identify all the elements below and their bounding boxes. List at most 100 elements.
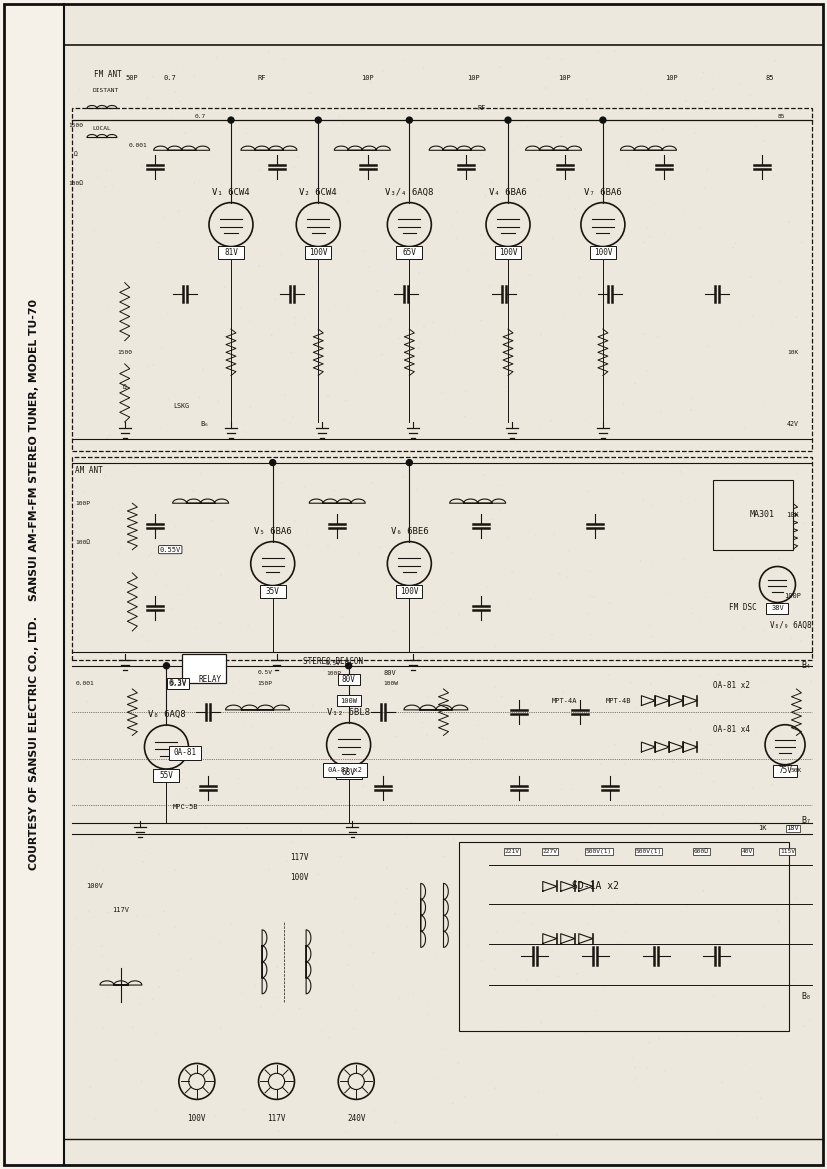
Circle shape (455, 330, 457, 332)
Circle shape (289, 423, 291, 424)
Circle shape (750, 537, 752, 539)
Circle shape (167, 312, 169, 313)
Circle shape (646, 1067, 648, 1070)
Circle shape (727, 548, 729, 551)
Circle shape (160, 776, 161, 777)
Circle shape (683, 461, 685, 462)
Circle shape (194, 628, 196, 629)
Circle shape (184, 132, 186, 134)
Circle shape (355, 898, 356, 899)
Circle shape (603, 985, 605, 987)
Circle shape (700, 773, 702, 774)
Circle shape (663, 1071, 665, 1072)
Circle shape (213, 1075, 215, 1077)
Circle shape (457, 1061, 459, 1064)
Circle shape (237, 777, 239, 780)
Circle shape (410, 245, 412, 247)
Circle shape (408, 305, 409, 306)
Circle shape (318, 873, 319, 876)
Text: 100Ω: 100Ω (75, 540, 90, 545)
Text: V₃/₄ 6AQ8: V₃/₄ 6AQ8 (385, 187, 433, 196)
Circle shape (231, 924, 232, 925)
Circle shape (696, 106, 697, 109)
Circle shape (421, 646, 423, 649)
Circle shape (492, 518, 494, 520)
Text: 10P: 10P (558, 75, 571, 82)
Circle shape (586, 98, 588, 101)
Circle shape (687, 874, 689, 876)
Text: 600Ω: 600Ω (694, 849, 709, 855)
Circle shape (151, 76, 153, 77)
Circle shape (547, 57, 549, 58)
Circle shape (557, 1134, 558, 1135)
Circle shape (495, 645, 496, 648)
Text: FM DSC: FM DSC (729, 603, 758, 613)
Circle shape (377, 1072, 379, 1074)
Text: B₈: B₈ (801, 992, 811, 1001)
Circle shape (104, 475, 106, 477)
Circle shape (593, 905, 595, 906)
Circle shape (207, 210, 208, 212)
Circle shape (511, 374, 512, 375)
Circle shape (444, 603, 446, 606)
Circle shape (316, 365, 318, 366)
Circle shape (486, 586, 488, 588)
Circle shape (755, 821, 757, 823)
Circle shape (790, 638, 791, 639)
Circle shape (141, 998, 142, 999)
Circle shape (149, 698, 151, 699)
Circle shape (203, 659, 205, 662)
Circle shape (313, 231, 315, 233)
Circle shape (202, 69, 203, 70)
Circle shape (395, 901, 397, 902)
Circle shape (419, 341, 421, 343)
Circle shape (184, 767, 185, 768)
Circle shape (442, 392, 443, 394)
Circle shape (381, 354, 383, 355)
Circle shape (158, 934, 160, 935)
Circle shape (387, 926, 389, 927)
Circle shape (590, 634, 592, 636)
Text: B₄: B₄ (801, 662, 811, 670)
Circle shape (650, 162, 652, 164)
Bar (154, 768, 179, 782)
Text: 10K: 10K (786, 512, 799, 518)
Text: COURTESY OF SANSUI ELECTRIC CO., LTD.    SANSUI AM-FM-FM STEREO TUNER, MODEL TU-: COURTESY OF SANSUI ELECTRIC CO., LTD. SA… (29, 299, 39, 870)
Circle shape (734, 717, 736, 719)
Circle shape (467, 943, 469, 946)
Circle shape (87, 701, 88, 703)
Circle shape (406, 459, 413, 465)
Circle shape (221, 184, 222, 185)
Circle shape (649, 236, 651, 237)
Circle shape (483, 475, 485, 476)
Text: 10K: 10K (787, 350, 798, 355)
Circle shape (529, 275, 531, 276)
Circle shape (647, 228, 648, 229)
Circle shape (601, 427, 603, 429)
Text: FM ANT: FM ANT (94, 70, 122, 79)
Text: 68V: 68V (342, 768, 356, 777)
Circle shape (635, 902, 637, 904)
Circle shape (700, 227, 701, 229)
Circle shape (753, 787, 754, 789)
Circle shape (177, 456, 179, 458)
Text: SD-1A x2: SD-1A x2 (571, 881, 619, 891)
Circle shape (511, 572, 513, 573)
Text: 1500: 1500 (68, 124, 83, 129)
Circle shape (254, 984, 256, 987)
Circle shape (323, 670, 324, 671)
Circle shape (151, 998, 153, 1001)
Circle shape (393, 630, 394, 632)
Text: 38V: 38V (771, 606, 784, 611)
Circle shape (763, 631, 765, 632)
Circle shape (174, 870, 176, 871)
Circle shape (450, 713, 452, 714)
Circle shape (739, 83, 741, 85)
Circle shape (636, 1078, 638, 1079)
Circle shape (224, 286, 226, 288)
Text: 6.3V: 6.3V (169, 679, 187, 687)
Text: STEREO BEACON: STEREO BEACON (304, 657, 364, 666)
Circle shape (545, 88, 547, 89)
Circle shape (327, 545, 329, 547)
Circle shape (169, 75, 170, 77)
